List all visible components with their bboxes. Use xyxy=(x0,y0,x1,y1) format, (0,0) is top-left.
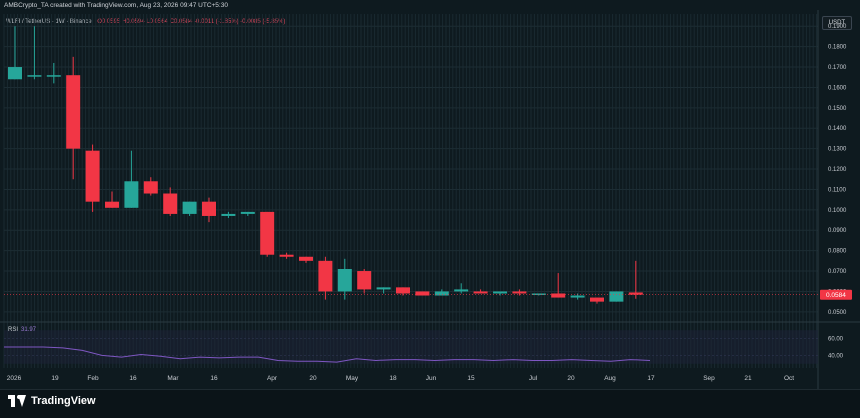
candle-body xyxy=(27,75,42,77)
y-tick-label: 0.0700 xyxy=(828,269,847,275)
candle-body xyxy=(628,292,643,295)
y-tick-label: 0.1100 xyxy=(828,187,847,193)
candle-body xyxy=(143,181,158,194)
candle-body xyxy=(46,75,61,77)
x-tick-label: Oct xyxy=(784,375,794,382)
tradingview-logo-icon xyxy=(8,395,26,407)
candle-body xyxy=(434,291,449,296)
candle-body xyxy=(105,201,119,208)
rsi-band xyxy=(4,330,818,364)
y-tick-label: 0.1700 xyxy=(828,65,847,71)
candle-body xyxy=(531,293,546,295)
candle-body xyxy=(66,75,81,149)
ohlc-open: O0.0595 xyxy=(97,19,121,25)
candle-body xyxy=(512,291,527,294)
y-tick-label: 0.1600 xyxy=(828,85,847,91)
candle-body xyxy=(182,201,197,214)
y-tick-label: 0.1900 xyxy=(828,24,847,30)
candle-body xyxy=(221,213,236,216)
y-tick-label: 0.0900 xyxy=(828,228,847,234)
tradingview-logo[interactable]: TradingView xyxy=(8,395,96,407)
rsi-tick-label: 60.00 xyxy=(828,337,844,343)
chart-attribution: AMBCrypto_TA created with TradingView.co… xyxy=(4,2,228,9)
candle-body xyxy=(473,291,488,294)
candle-body xyxy=(163,193,178,214)
y-tick-label: 0.1400 xyxy=(828,126,847,132)
rsi-tick-label: 40.00 xyxy=(828,353,844,359)
last-price-badge xyxy=(820,289,852,300)
candle-series xyxy=(8,26,643,304)
x-tick-label: 19 xyxy=(51,375,59,382)
tradingview-brand: TradingView xyxy=(31,395,96,407)
y-tick-label: 0.1500 xyxy=(828,106,847,112)
y-tick-label: 0.0500 xyxy=(828,310,847,316)
rsi-label: RSI xyxy=(8,327,18,333)
grid-lines xyxy=(0,10,860,389)
candle-body xyxy=(493,291,507,294)
x-tick-label: 20 xyxy=(567,375,575,382)
candle-body xyxy=(396,287,410,294)
x-tick-label: 20 xyxy=(309,375,317,382)
x-tick-label: Mar xyxy=(167,375,179,382)
rsi-line xyxy=(4,346,651,363)
last-price-label: 0.0584 xyxy=(826,292,846,299)
candle-body xyxy=(202,201,216,216)
x-tick-label: 2026 xyxy=(7,375,22,382)
rsi-panel: 60.00 40.00 RSI 31.97 xyxy=(4,327,844,364)
x-tick-label: 16 xyxy=(129,375,137,382)
rsi-value: 31.97 xyxy=(21,327,37,333)
candle-body xyxy=(570,295,585,298)
y-tick-label: 0.1300 xyxy=(828,147,847,153)
candle-body xyxy=(279,254,294,257)
y-tick-label: 0.1200 xyxy=(828,167,847,173)
symbol-name[interactable]: WLFI / TetherUS · 1W · Binance xyxy=(6,19,92,25)
candle-body xyxy=(8,67,22,80)
candle-body xyxy=(415,291,430,296)
footer-bar xyxy=(0,389,860,418)
x-tick-label: Jun xyxy=(426,375,437,382)
x-tick-label: Jul xyxy=(529,375,538,382)
currency-button[interactable]: USDT xyxy=(822,16,852,30)
x-tick-label: 15 xyxy=(467,375,475,382)
candle-body xyxy=(551,293,566,298)
candle-body xyxy=(240,211,255,214)
candle-body xyxy=(376,287,391,290)
price-chart[interactable]: 0.1900 0.1800 0.1700 0.1600 0.1500 0.1400 0.13… xyxy=(0,0,860,389)
candle-body xyxy=(454,289,469,292)
x-tick-label: 16 xyxy=(210,375,218,382)
x-tick-label: May xyxy=(346,375,359,382)
candle-body xyxy=(124,181,139,208)
candle-body xyxy=(299,256,313,261)
candle-body xyxy=(318,260,333,292)
x-tick-label: Apr xyxy=(267,375,278,382)
price-axis: 0.1900 0.1800 0.1700 0.1600 0.1500 0.1400 0.13… xyxy=(828,24,847,316)
y-tick-label: 0.1000 xyxy=(828,208,847,214)
x-tick-label: Aug xyxy=(604,375,616,382)
price-labels: 0.0584 xyxy=(4,289,852,300)
candle-body xyxy=(590,297,604,302)
x-tick-label: 17 xyxy=(647,375,655,382)
candle-body xyxy=(337,269,352,292)
ohlc-change: -0.0011 (-1.85%) xyxy=(194,19,239,25)
x-tick-label: Feb xyxy=(87,375,99,382)
x-tick-label: Sep xyxy=(703,375,715,382)
x-tick-label: 18 xyxy=(389,375,397,382)
candle-body xyxy=(260,211,275,255)
y-tick-label: 0.0800 xyxy=(828,249,847,255)
y-tick-label: 0.1800 xyxy=(828,45,847,51)
candle-body xyxy=(357,271,372,290)
candle-body xyxy=(609,291,624,302)
candle-body xyxy=(85,150,100,202)
x-tick-label: 21 xyxy=(744,375,752,382)
time-axis: 2026 19 Feb 16 Mar 16 Apr 20 May 18 Jun 15 Jul 20 Aug 1… xyxy=(7,375,794,382)
